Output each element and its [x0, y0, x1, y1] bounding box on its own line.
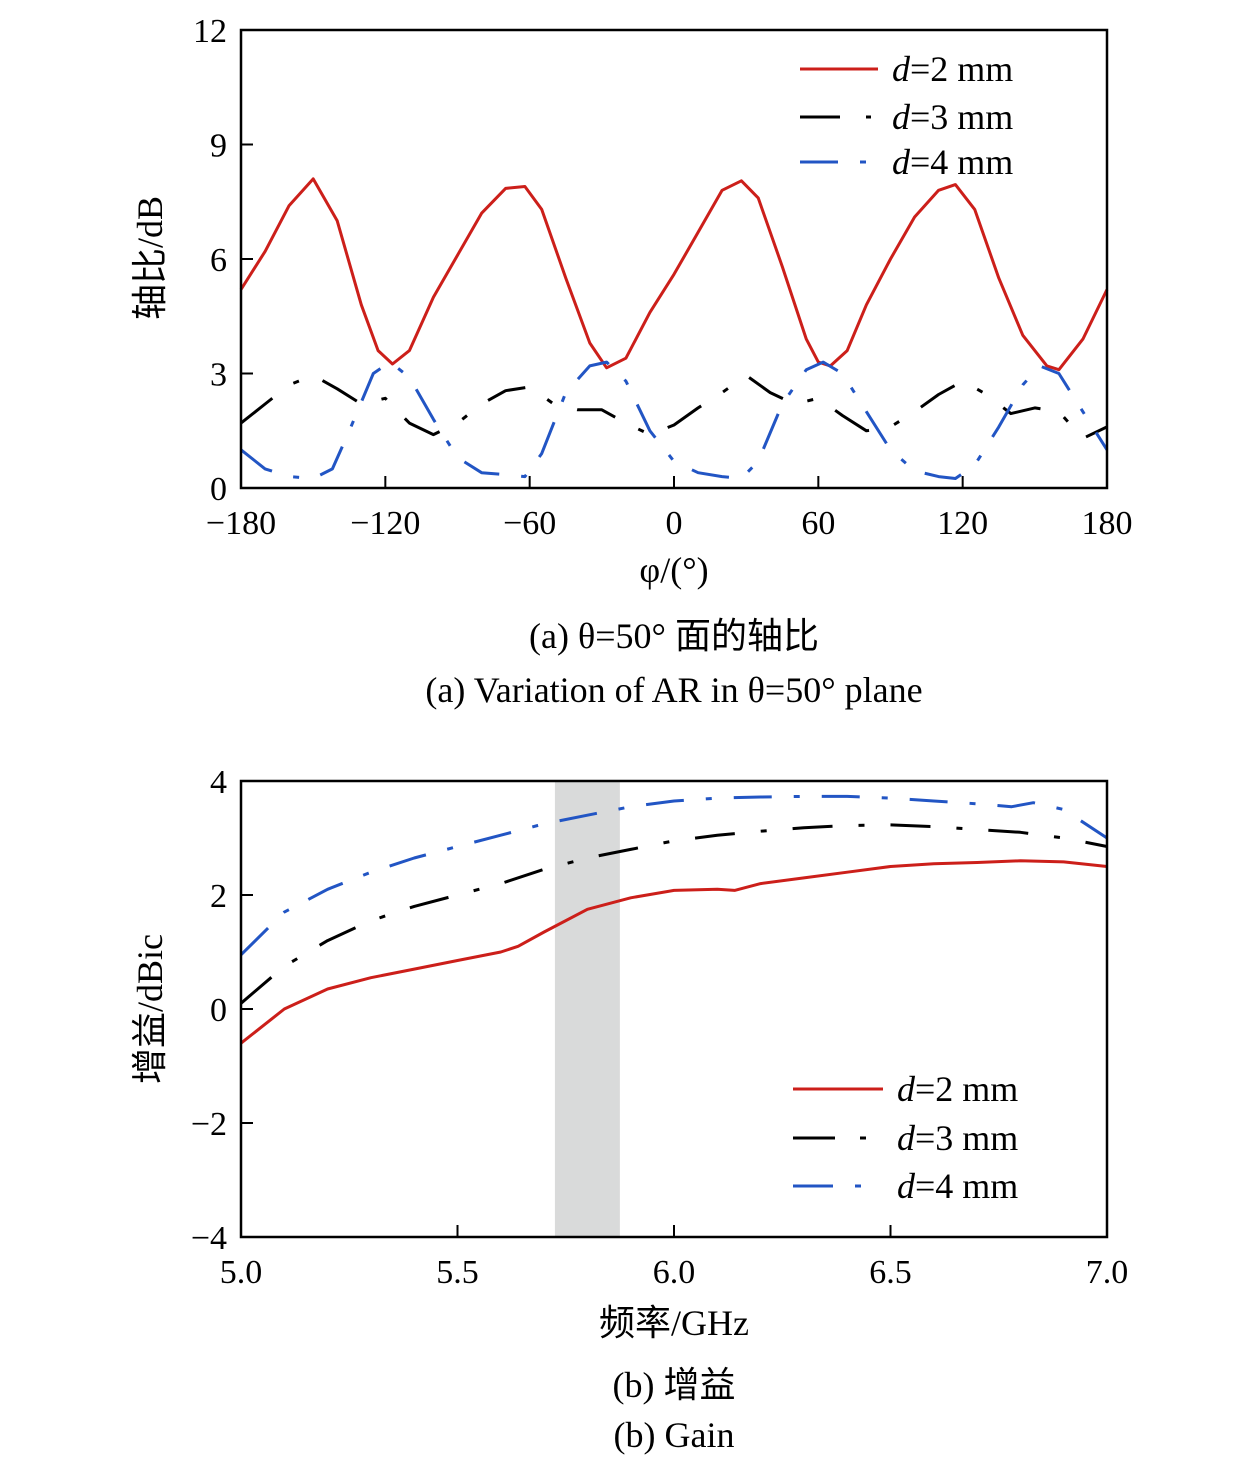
chart-b-y-tick-label: −2 [191, 1106, 227, 1143]
chart-b-caption-en: (b) Gain [614, 1415, 735, 1455]
chart-b-y-tick-label: −4 [191, 1220, 227, 1257]
chart-a-y-tick-label: 12 [193, 13, 227, 50]
chart-a-x-axis-label: φ/(°) [639, 550, 708, 590]
chart-a-legend-entry-2: d=4 mm [892, 142, 1013, 182]
chart-a-x-tick-label: 0 [666, 505, 683, 542]
chart-a-x-tick-label: 180 [1082, 505, 1133, 542]
chart-a-y-tick-label: 3 [210, 357, 227, 394]
chart-a-y-axis-label: 轴比/dB [130, 196, 170, 320]
chart-b-y-tick-label: 4 [210, 764, 227, 801]
chart-b-legend-entry-1: d=3 mm [897, 1118, 1018, 1158]
chart-a-series-0-line [239, 177, 1109, 372]
chart-b-series-2-line [239, 794, 1108, 956]
chart-b-x-tick-label: 7.0 [1086, 1254, 1129, 1291]
chart-a-legend-entry-1: d=3 mm [892, 97, 1013, 137]
chart-a-x-tick-label: 60 [801, 505, 835, 542]
chart-a-y-tick-label: 6 [210, 242, 227, 279]
chart-a-caption-en: (a) Variation of AR in θ=50° plane [425, 670, 922, 710]
chart-a-x-tick-label: −120 [350, 505, 420, 542]
chart-a-series-1-line [240, 373, 1108, 440]
chart-b-x-axis-label: 频率/GHz [599, 1303, 749, 1343]
chart-a-x-tick-label: −180 [206, 505, 276, 542]
chart-b-x-tick-label: 6.0 [653, 1254, 696, 1291]
chart-b-y-tick-label: 2 [210, 878, 227, 915]
chart-b-series-0-line [240, 859, 1108, 1045]
chart-a-y-tick-label: 9 [210, 128, 227, 165]
chart-b-legend: d=2 mm d=3 mm d=4 mm [793, 1069, 1018, 1206]
chart-b-x-tick-label: 5.0 [220, 1254, 263, 1291]
chart-b-legend-entry-2: d=4 mm [897, 1166, 1018, 1206]
chart-b-y-axis-label: 增益/dBic [130, 934, 170, 1084]
chart-b-x-tick-label: 6.5 [869, 1254, 912, 1291]
chart-b-highlight-band [554, 781, 620, 1237]
chart-a-legend: d=2 mm d=3 mm d=4 mm [800, 49, 1013, 182]
chart-a: −180 −120 −60 0 60 120 180 0 3 6 9 12 d=2 mm d=3 mm… [130, 13, 1133, 710]
chart-a-x-tick-label: −60 [503, 505, 556, 542]
chart-a-series-2-line [240, 360, 1109, 480]
chart-b-legend-entry-0: d=2 mm [897, 1069, 1018, 1109]
chart-b-caption-cn: (b) 增益 [613, 1365, 736, 1405]
chart-b: 5.0 5.5 6.0 6.5 7.0 −4 −2 0 2 4 d=2 mm d=3 mm d=4… [130, 764, 1128, 1455]
chart-a-x-tick-label: 120 [937, 505, 988, 542]
chart-b-x-tick-label: 5.5 [436, 1254, 479, 1291]
chart-b-y-tick-label: 0 [210, 992, 227, 1029]
chart-a-y-tick-label: 0 [210, 471, 227, 508]
chart-a-caption-cn: (a) θ=50° 面的轴比 [529, 616, 819, 656]
chart-a-legend-entry-0: d=2 mm [892, 49, 1013, 89]
